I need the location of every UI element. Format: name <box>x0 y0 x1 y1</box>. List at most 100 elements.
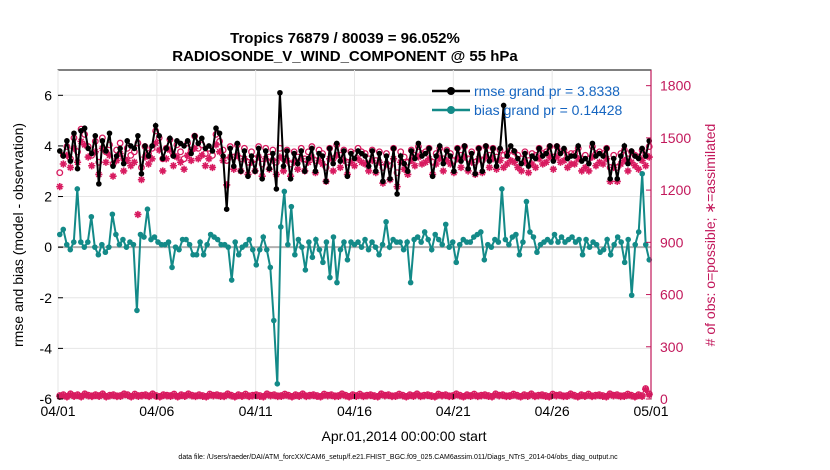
obs_assimilated-marker <box>645 153 653 161</box>
bias-point <box>278 224 284 230</box>
obs_assimilated-marker <box>514 163 522 172</box>
rmse-point <box>167 135 173 142</box>
obs_assimilated-marker <box>240 155 249 163</box>
x-tick-label: 05/01 <box>633 403 668 419</box>
bias-point <box>569 234 575 240</box>
obs_assimilated-marker <box>631 162 639 170</box>
bias-point <box>358 244 365 250</box>
obs_assimilated-marker <box>198 151 206 159</box>
obs_assimilated-marker <box>102 158 110 166</box>
obs_assimilated-marker <box>503 160 511 168</box>
rmse-point <box>458 158 464 164</box>
obs_bottom_assimilated-marker <box>506 392 514 400</box>
rmse-point <box>582 155 589 162</box>
rmse-point <box>397 153 404 159</box>
obs_bottom_assimilated-marker <box>463 391 471 400</box>
obs_possible-marker <box>127 151 135 159</box>
rmse-point <box>298 148 305 154</box>
obs_assimilated-marker <box>446 160 454 168</box>
bias-point <box>516 251 523 258</box>
obs_assimilated-marker <box>634 165 643 173</box>
bias-point <box>586 244 593 250</box>
obs_bottom_assimilated-marker <box>166 392 175 400</box>
obs_assimilated-marker <box>553 153 561 161</box>
obs_bottom_assimilated-marker <box>184 391 192 399</box>
rmse-point <box>330 160 336 167</box>
bias-point <box>313 236 319 243</box>
obs_bottom_assimilated-marker <box>613 391 621 400</box>
obs_assimilated-marker <box>294 165 302 173</box>
bias-point <box>383 219 389 225</box>
rmse-point <box>465 165 471 172</box>
rmse-point <box>56 148 63 154</box>
obs_bottom_assimilated-marker <box>263 391 271 399</box>
bias-point <box>369 239 375 245</box>
obs_assimilated-marker <box>603 155 611 163</box>
bias-point <box>165 239 172 245</box>
rmse-point <box>135 133 141 139</box>
obs_bottom_assimilated-marker <box>141 391 150 400</box>
obs_assimilated-marker <box>581 163 589 172</box>
obs_bottom_assimilated-marker <box>177 391 185 400</box>
obs_assimilated-marker <box>194 155 202 163</box>
rmse-point <box>195 140 202 147</box>
rmse-point <box>337 158 344 164</box>
obs_assimilated-marker <box>63 151 71 159</box>
obs_bottom_assimilated-marker <box>81 391 89 399</box>
obs_bottom_assimilated-marker <box>645 391 653 399</box>
rmse-point <box>447 153 454 159</box>
rmse-point <box>415 140 422 147</box>
bias-point <box>183 236 189 243</box>
bias-point <box>256 246 263 253</box>
rmse-point <box>216 130 223 137</box>
obs_assimilated-marker <box>109 172 117 180</box>
obs_assimilated-marker <box>155 146 163 154</box>
obs_assimilated-marker <box>492 165 501 173</box>
legend-rmse-marker <box>447 87 455 95</box>
obs_assimilated-marker <box>365 167 373 175</box>
bias-point <box>618 239 624 245</box>
rmse-point <box>287 176 294 182</box>
left-y-axis-label: rmse and bias (model - observation) <box>10 123 26 347</box>
rmse-point <box>642 153 649 159</box>
bias-point <box>607 251 614 258</box>
obs_bottom_assimilated-marker <box>488 393 496 401</box>
obs_assimilated-marker <box>496 156 504 165</box>
rmse-point <box>64 138 70 144</box>
obs_bottom_assimilated-marker <box>595 391 603 400</box>
bias-point <box>200 251 207 258</box>
right-y-tick-label: 0 <box>660 391 668 407</box>
rmse-point <box>490 145 496 152</box>
bias-point <box>520 239 526 245</box>
data-file-footnote: data file: /Users/raeder/DAI/ATM_forcXX/… <box>178 454 618 461</box>
obs_possible-marker <box>177 148 184 156</box>
obs_bottom_assimilated-marker <box>349 391 357 400</box>
x-axis-label: Apr.01,2014 00:00:00 start <box>321 428 486 444</box>
obs_bottom_assimilated-marker <box>409 392 418 400</box>
bias-point <box>263 246 270 253</box>
obs_bottom_assimilated-marker <box>642 385 650 394</box>
bias-point <box>246 236 253 243</box>
obs_bottom_assimilated-marker <box>570 392 578 400</box>
rmse-point <box>145 153 152 159</box>
bias-point <box>449 239 456 245</box>
rmse-point <box>117 145 123 152</box>
obs_assimilated-marker <box>407 156 415 165</box>
obs_assimilated-marker <box>350 162 359 170</box>
bias-point <box>288 203 295 210</box>
obs_bottom_assimilated-marker <box>299 391 307 399</box>
rmse-point <box>312 168 319 175</box>
obs_bottom_assimilated-marker <box>227 392 235 400</box>
bias-point <box>425 236 431 243</box>
rmse-point <box>412 155 418 162</box>
rmse-point <box>252 168 258 175</box>
bias-point <box>113 231 119 238</box>
rmse-point <box>333 140 340 147</box>
bias-point <box>274 381 281 387</box>
rmse-point <box>259 176 265 182</box>
rmse-point <box>92 133 99 139</box>
bias-point <box>642 241 649 248</box>
obs_assimilated-marker <box>112 156 121 165</box>
obs_bottom_assimilated-marker <box>391 392 400 400</box>
obs_assimilated-marker <box>400 165 408 173</box>
